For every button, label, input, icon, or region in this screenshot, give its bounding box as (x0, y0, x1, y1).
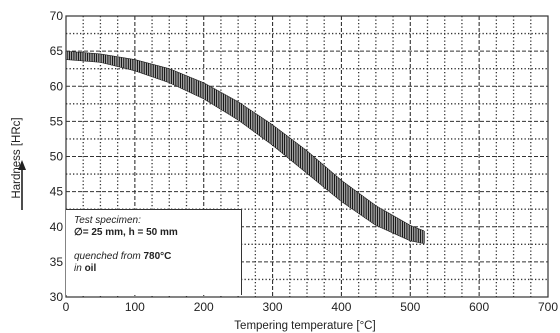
hardness-band (65, 50, 425, 244)
band-upper-edge (65, 50, 425, 232)
note-line-specimen: Test specimen: (74, 215, 141, 226)
note-dimensions-text: = 25 mm, h = 50 mm (82, 227, 178, 238)
x-tick-label: 400 (331, 300, 351, 314)
y-tick-label: 70 (50, 9, 64, 23)
y-tick-label: 50 (50, 150, 64, 164)
y-axis-title: Hardness [HRc] (11, 117, 23, 198)
x-tick-label: 100 (125, 300, 145, 314)
band-lower-edge (65, 59, 425, 244)
x-tick-label: 600 (469, 300, 489, 314)
y-tick-label: 65 (50, 44, 64, 58)
diameter-symbol: ∅ (74, 227, 83, 238)
x-tick-label: 300 (263, 300, 283, 314)
note-line-dimensions: ∅= 25 mm, h = 50 mm (74, 227, 233, 239)
x-tick-label: 500 (400, 300, 420, 314)
y-axis-arrow (18, 160, 26, 210)
specimen-note: Test specimen: ∅= 25 mm, h = 50 mm quenc… (66, 209, 242, 295)
y-tick-label: 55 (50, 114, 64, 128)
y-tick-label: 35 (50, 255, 64, 269)
note-line-quench: quenched from 780°C (74, 251, 233, 263)
tick-labels: 0 100 200 300 400 500 600 700 30 35 40 45 50 55 60 65 70 (50, 9, 559, 314)
y-tick-label: 60 (50, 79, 64, 93)
x-tick-label: 0 (63, 300, 70, 314)
x-axis-title: Tempering temperature [°C] (234, 320, 375, 332)
x-tick-label: 200 (194, 300, 214, 314)
plot-frame (65, 15, 549, 298)
note-medium-prefix: in (74, 263, 82, 274)
note-quench-temp: 780°C (143, 251, 172, 262)
note-line-medium: in oil (74, 263, 233, 275)
note-medium: oil (84, 263, 97, 274)
y-tick-label: 30 (50, 290, 64, 304)
y-tick-label: 40 (50, 220, 64, 234)
note-quench-prefix: quenched from (74, 251, 141, 262)
x-tick-label: 700 (538, 300, 558, 314)
y-tick-label: 45 (50, 185, 64, 199)
